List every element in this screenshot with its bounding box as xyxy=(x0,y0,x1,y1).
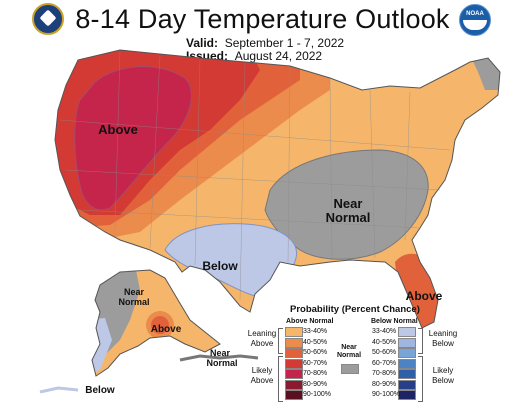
label-below-alaska: Below xyxy=(85,385,115,396)
state-borders xyxy=(59,51,451,301)
legend-likely-below-2: Below xyxy=(432,376,454,385)
legend-below-row-swatch xyxy=(398,327,416,337)
legend-below-row-swatch xyxy=(398,337,416,348)
legend-leaning-above: Leaning Above xyxy=(244,329,280,349)
legend-likely-above-2: Above xyxy=(250,376,274,385)
label-above-alaska: Above xyxy=(151,324,182,335)
label-near-normal-alaska-2: Normal xyxy=(118,297,149,307)
alaska-50-60-area xyxy=(151,316,169,334)
legend-above-row-label: 60-70% xyxy=(303,359,328,367)
legend-above-row-swatch xyxy=(285,379,303,390)
alaska-outline xyxy=(91,269,221,377)
legend-below-row-swatch xyxy=(398,348,416,358)
legend-below-header: Below Normal xyxy=(371,318,418,325)
legend-below-row-label: 80-90% xyxy=(372,380,397,388)
near-normal-area xyxy=(264,149,429,260)
legend-near-swatch xyxy=(341,364,359,374)
legend-brace-likely-below xyxy=(418,356,423,402)
legend-above-row-label: 80-90% xyxy=(303,380,328,388)
label-below-texas: Below xyxy=(202,259,238,273)
legend-above-row-label: 33-40% xyxy=(303,328,328,335)
legend-above-row-swatch xyxy=(285,390,303,400)
legend-likely-below: Likely Below xyxy=(424,366,462,386)
legend-below-row-swatch xyxy=(398,390,416,400)
legend-title: Probability (Percent Chance) xyxy=(290,304,420,315)
page-title: 8-14 Day Temperature Outlook xyxy=(75,4,450,34)
legend-brace-likely-above xyxy=(278,356,283,402)
valid-line: Valid: September 1 - 7, 2022 xyxy=(186,36,344,50)
legend-below-row-label: 70-80% xyxy=(372,370,397,377)
label-near-normal-central-2: Normal xyxy=(326,210,371,225)
legend-above-row-swatch xyxy=(285,358,303,369)
label-near-normal-aleutians-2: Normal xyxy=(206,358,237,368)
label-near-normal-alaska-1: Near xyxy=(124,287,145,297)
legend-above-row-swatch xyxy=(285,327,303,337)
legend-above-row-swatch xyxy=(285,337,303,348)
label-near-normal-aleutians-1: Near xyxy=(210,348,231,358)
legend-below-row-label: 33-40% xyxy=(372,328,397,335)
doc-seal-icon xyxy=(32,3,64,35)
legend-leaning-above-1: Leaning xyxy=(247,329,277,338)
legend-leaning-below-2: Below xyxy=(432,339,454,348)
legend-below-row-label: 50-60% xyxy=(372,349,397,356)
legend-leaning-below-1: Leaning xyxy=(428,329,458,338)
legend-above-row-label: 50-60% xyxy=(303,349,328,356)
legend-brace-leaning-above xyxy=(278,328,283,354)
legend-near-header-1: Near xyxy=(341,344,357,351)
legend-below-row-label: 90-100% xyxy=(372,391,401,398)
legend-brace-leaning-below xyxy=(418,328,423,354)
above-70-80-area xyxy=(74,65,192,211)
legend-below-row-swatch xyxy=(398,379,416,390)
valid-label: Valid: xyxy=(186,36,219,50)
legend-above-row-label: 70-80% xyxy=(303,370,328,377)
label-near-normal-central-1: Near xyxy=(334,196,363,211)
label-above-west: Above xyxy=(98,122,138,137)
aleutians-below-arc xyxy=(39,386,79,394)
legend-above-header: Above Normal xyxy=(286,318,334,325)
legend-above-row-swatch xyxy=(285,348,303,358)
legend-likely-below-1: Likely xyxy=(432,366,454,375)
issued-date: August 24, 2022 xyxy=(234,49,323,63)
legend-below-row-swatch xyxy=(398,358,416,369)
noaa-logo-text: NOAA xyxy=(466,11,484,17)
legend-below-row-label: 60-70% xyxy=(372,359,397,367)
aleutians-near-normal-arc xyxy=(179,354,259,362)
legend-above-row-label: 40-50% xyxy=(303,338,328,346)
valid-dates: September 1 - 7, 2022 xyxy=(224,36,345,50)
legend-likely-above-1: Likely xyxy=(251,366,273,375)
legend-likely-above: Likely Above xyxy=(244,366,280,386)
noaa-logo-icon: NOAA xyxy=(459,4,491,36)
legend-above-row-swatch xyxy=(285,369,303,379)
legend-near-header: Near Normal xyxy=(336,344,362,360)
label-above-florida: Above xyxy=(406,289,443,303)
legend-near-header-2: Normal xyxy=(336,352,362,359)
legend-leaning-below: Leaning Below xyxy=(424,329,462,349)
legend-above-row-label: 90-100% xyxy=(303,391,332,398)
legend-below-row-swatch xyxy=(398,369,416,379)
legend-leaning-above-2: Above xyxy=(250,339,274,348)
legend-below-row-label: 40-50% xyxy=(372,338,397,346)
